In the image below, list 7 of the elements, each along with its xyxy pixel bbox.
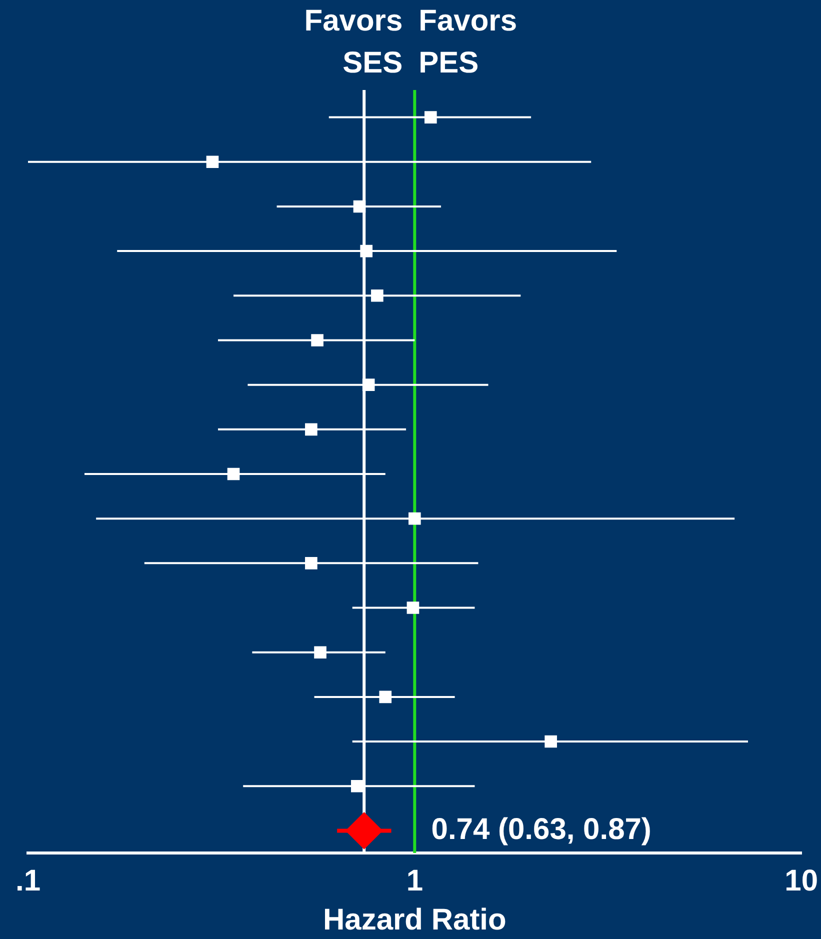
- data-label: 0.74 (0.63, 0.87): [431, 812, 652, 846]
- x-tick-label: .1: [15, 864, 41, 898]
- text: Favors SES: [304, 4, 403, 80]
- x-tick-label: 1: [406, 864, 423, 898]
- x-tick-label: 10: [784, 864, 818, 898]
- x-axis-title: Hazard Ratio: [322, 903, 506, 936]
- text: Favors PES: [418, 4, 518, 80]
